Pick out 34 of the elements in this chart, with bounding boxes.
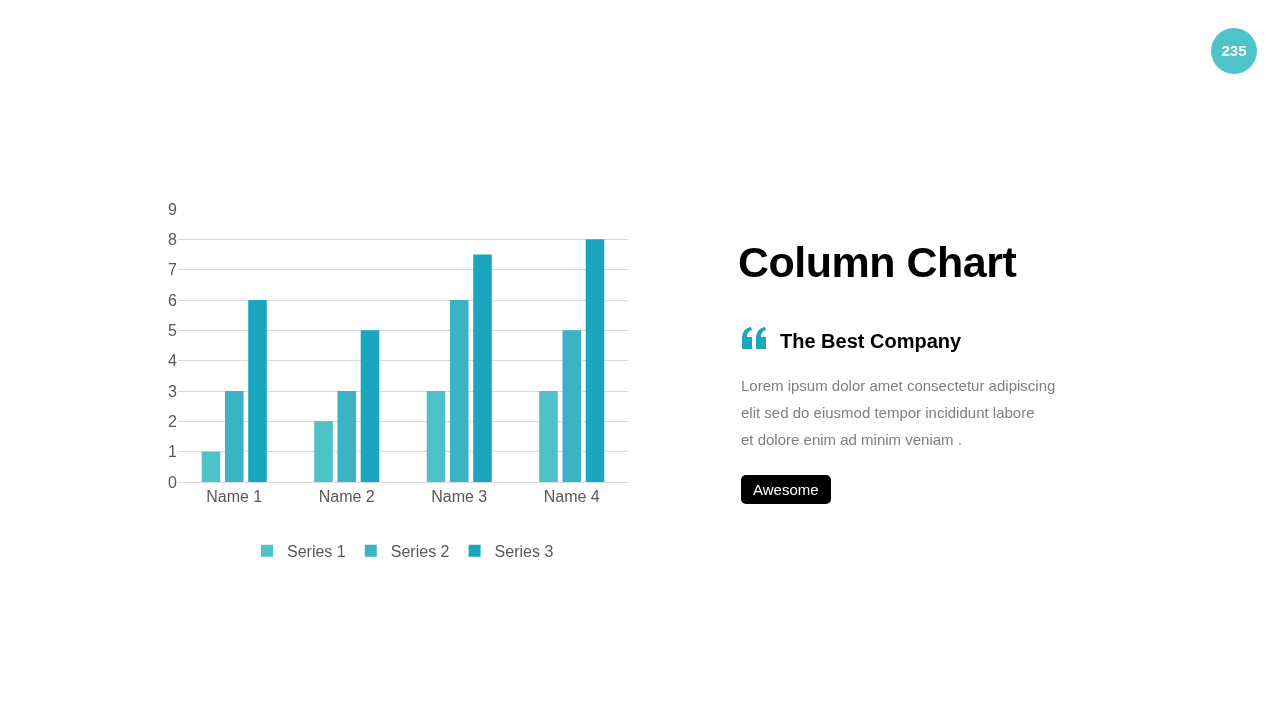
x-tick-label: Name 1 bbox=[206, 488, 263, 506]
bar bbox=[562, 330, 582, 482]
legend-label: Series 2 bbox=[390, 543, 450, 561]
bar bbox=[473, 254, 492, 482]
x-tick-label: Name 3 bbox=[431, 488, 488, 506]
tag-button: Awesome bbox=[741, 475, 831, 504]
y-tick-label: 3 bbox=[168, 382, 178, 400]
y-tick-label: 0 bbox=[168, 473, 178, 491]
bar bbox=[449, 300, 469, 482]
bar bbox=[360, 330, 380, 482]
bar bbox=[426, 391, 446, 482]
page-number-badge: 235 bbox=[1211, 28, 1257, 74]
bar bbox=[585, 239, 605, 482]
text: Column Chart bbox=[738, 238, 1017, 287]
y-tick-label: 1 bbox=[168, 443, 178, 461]
bar bbox=[337, 391, 357, 482]
legend-label: Series 1 bbox=[287, 543, 346, 561]
bar bbox=[201, 451, 221, 482]
y-tick-label: 7 bbox=[168, 261, 178, 279]
y-tick-label: 2 bbox=[168, 412, 178, 430]
y-tick-label: 9 bbox=[168, 200, 178, 218]
x-tick-label: Name 4 bbox=[543, 488, 600, 506]
bar bbox=[539, 391, 558, 482]
y-tick-label: 4 bbox=[168, 352, 178, 370]
x-tick-label: Name 2 bbox=[318, 488, 375, 506]
bar bbox=[314, 421, 333, 482]
y-tick-label: 6 bbox=[168, 291, 178, 309]
y-tick-label: 5 bbox=[168, 321, 178, 339]
text: Lorem ipsum dolor amet consectetur adipiscing elit sed do eiusmod tempor incididunt labore et dolore enim ad minim veniam . bbox=[741, 376, 1056, 450]
y-tick-label: 8 bbox=[168, 230, 178, 248]
legend-label: Series 3 bbox=[494, 543, 554, 561]
bar bbox=[248, 300, 267, 482]
bar bbox=[224, 391, 244, 482]
text: The Best Company bbox=[780, 330, 962, 353]
